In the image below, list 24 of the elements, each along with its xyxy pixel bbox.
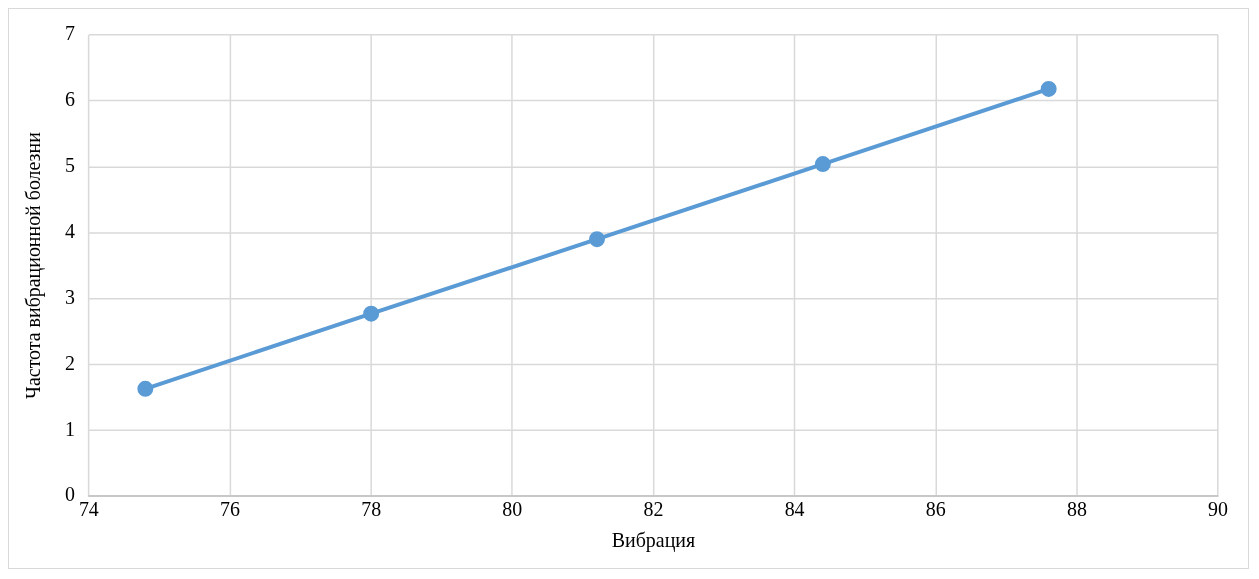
y-tick-label: 6	[64, 88, 75, 111]
x-tick-label: 78	[361, 498, 382, 521]
y-tick-label: 5	[64, 153, 75, 176]
point	[1040, 80, 1057, 97]
y-tick-label: 1	[64, 417, 75, 440]
x-tick-label: 86	[925, 498, 946, 521]
x-tick-label: 76	[220, 498, 241, 521]
x-axis-title: Вибрация	[611, 529, 696, 553]
y-tick-label: 2	[64, 351, 75, 374]
x-tick-label: 80	[502, 498, 523, 521]
point	[814, 156, 831, 173]
x-tick-label: 84	[784, 498, 805, 521]
x-tick-label: 90	[1208, 498, 1229, 521]
y-tick-label: 3	[64, 285, 75, 308]
point	[363, 305, 380, 322]
point	[137, 380, 154, 397]
y-tick-label: 0	[64, 483, 75, 506]
x-tick-label: 82	[643, 498, 664, 521]
y-tick-label: 4	[64, 219, 75, 242]
point	[589, 231, 605, 248]
x-tick-label: 74	[78, 498, 99, 521]
y-tick-label: 7	[64, 22, 75, 45]
y-axis-title: Частота вибрационной болезни	[22, 131, 46, 399]
x-tick-label: 88	[1066, 498, 1087, 521]
